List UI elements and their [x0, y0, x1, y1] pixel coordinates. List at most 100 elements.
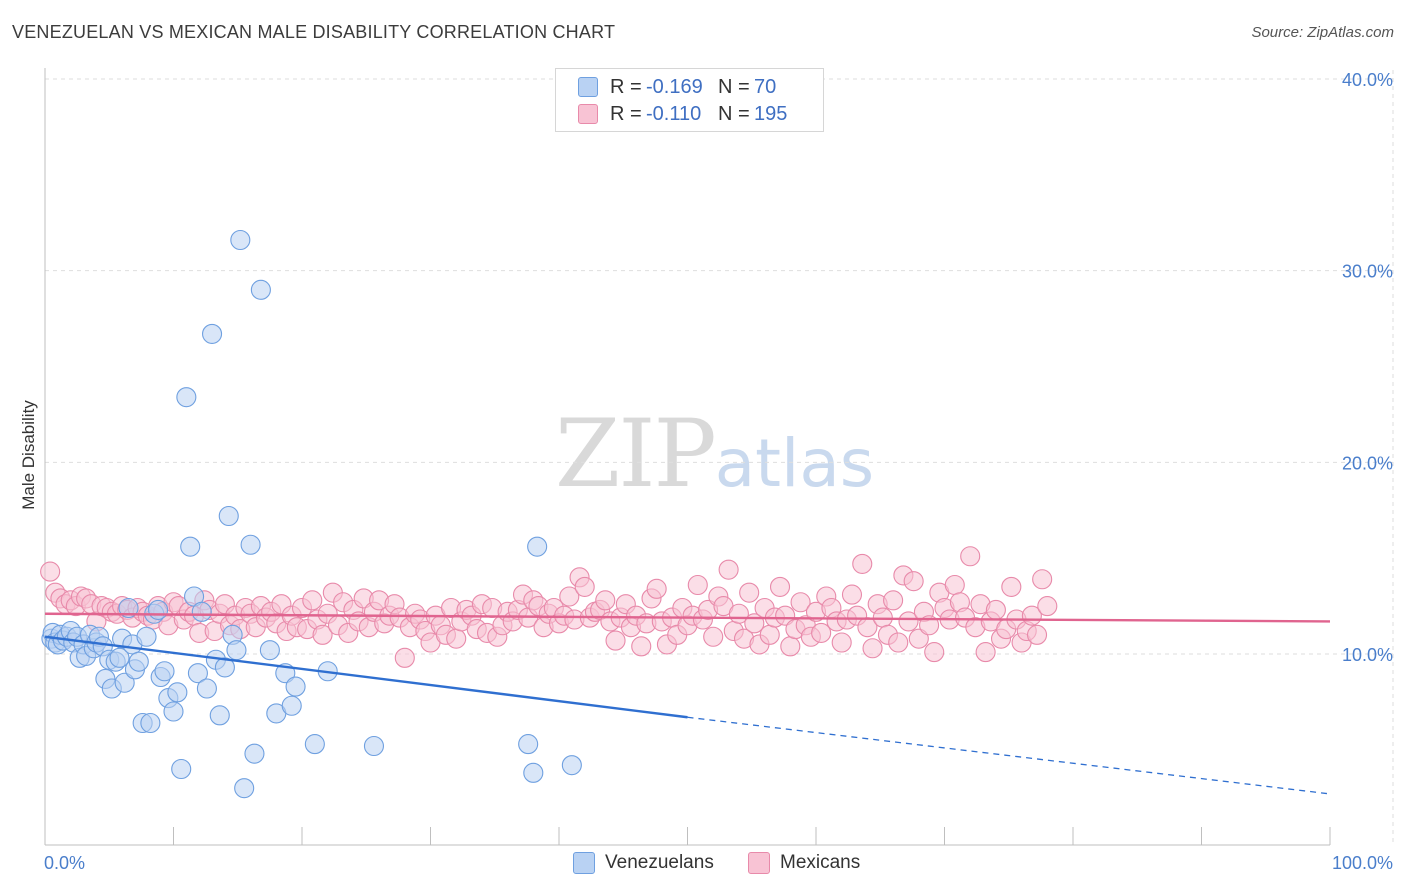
point-venezuelans — [167, 682, 188, 703]
legend-n-label: N = — [718, 102, 750, 125]
grid-lines — [45, 70, 1395, 845]
bottom-legend-label-venezuelans: Venezuelans — [605, 852, 714, 873]
point-venezuelans — [226, 640, 247, 661]
point-mexicans — [898, 611, 919, 632]
point-mexicans — [975, 642, 996, 663]
point-mexicans — [903, 571, 924, 592]
point-venezuelans — [523, 762, 544, 783]
point-mexicans — [574, 576, 595, 597]
point-mexicans — [780, 636, 801, 657]
legend-row-mexicans: R = -0.110 N = 195 — [578, 102, 787, 126]
point-venezuelans — [196, 678, 217, 699]
watermark: ZIPatlas — [555, 400, 874, 509]
series-venezuelans — [41, 229, 582, 799]
y-tick-label: 10.0% — [1342, 645, 1393, 665]
point-venezuelans — [209, 705, 230, 726]
point-venezuelans — [148, 599, 169, 620]
point-mexicans — [960, 546, 981, 567]
point-mexicans — [718, 559, 739, 580]
point-venezuelans — [136, 626, 157, 647]
point-mexicans — [924, 642, 945, 663]
y-tick-label: 40.0% — [1342, 70, 1393, 90]
point-venezuelans — [240, 534, 261, 555]
trend-line-venezuelans — [44, 635, 688, 719]
point-venezuelans — [363, 735, 385, 757]
point-mexicans — [703, 626, 724, 647]
point-venezuelans — [214, 657, 235, 678]
point-venezuelans — [234, 778, 255, 799]
point-mexicans — [883, 590, 904, 611]
point-mexicans — [908, 628, 929, 649]
x-tick-label: 0.0% — [44, 853, 85, 873]
point-mexicans — [312, 624, 333, 645]
legend-swatch-mexicans — [578, 104, 598, 124]
legend-n-value: 195 — [754, 102, 788, 125]
point-venezuelans — [202, 323, 223, 344]
legend-row-venezuelans: R = -0.169 N = 70 — [578, 75, 776, 99]
legend-r-label: R = — [610, 75, 642, 98]
point-venezuelans — [304, 734, 325, 755]
legend-n-label: N = — [718, 75, 750, 98]
point-mexicans — [775, 605, 796, 626]
point-venezuelans — [180, 536, 201, 557]
point-venezuelans — [118, 597, 139, 619]
point-venezuelans — [518, 734, 539, 755]
point-venezuelans — [230, 229, 251, 251]
point-mexicans — [646, 578, 667, 599]
point-mexicans — [985, 599, 1006, 620]
legend-r-value: -0.169 — [646, 75, 703, 98]
point-mexicans — [919, 615, 940, 636]
point-venezuelans — [154, 661, 175, 682]
point-mexicans — [559, 586, 580, 607]
point-venezuelans — [244, 743, 265, 764]
bottom-legend-venezuelans: Venezuelans — [573, 852, 714, 874]
point-venezuelans — [176, 387, 197, 408]
point-mexicans — [687, 574, 708, 596]
bottom-legend-swatch-mexicans — [748, 852, 770, 874]
watermark-zip: ZIP — [555, 400, 717, 509]
point-venezuelans — [561, 755, 582, 776]
point-mexicans — [790, 592, 811, 613]
point-mexicans — [841, 584, 863, 605]
watermark-atlas: atlas — [714, 425, 875, 502]
point-mexicans — [831, 632, 852, 653]
chart-title: VENEZUELAN VS MEXICAN MALE DISABILITY CO… — [12, 22, 616, 42]
point-venezuelans — [250, 279, 271, 300]
point-mexicans — [888, 632, 909, 653]
point-venezuelans — [285, 676, 306, 697]
legend-swatch-venezuelans — [578, 77, 598, 97]
point-venezuelans — [171, 758, 192, 780]
point-venezuelans — [140, 712, 161, 734]
bottom-legend-label-mexicans: Mexicans — [780, 852, 861, 873]
point-venezuelans — [191, 601, 212, 622]
point-mexicans — [862, 638, 883, 659]
point-mexicans — [739, 582, 760, 603]
point-venezuelans — [281, 695, 302, 716]
point-venezuelans — [259, 640, 280, 661]
axes — [44, 68, 1331, 846]
y-tick-label: 30.0% — [1342, 262, 1393, 282]
point-venezuelans — [114, 672, 135, 693]
source-label: Source: ZipAtlas.com — [1251, 24, 1394, 41]
point-venezuelans — [527, 536, 548, 557]
point-venezuelans — [218, 505, 239, 527]
point-mexicans — [446, 628, 467, 649]
point-venezuelans — [163, 701, 184, 722]
point-mexicans — [852, 553, 873, 574]
x-tick-label: 100.0% — [1332, 853, 1393, 873]
point-venezuelans — [128, 651, 149, 672]
point-mexicans — [394, 647, 415, 668]
y-axis-label: Male Disability — [19, 400, 38, 510]
point-venezuelans — [187, 663, 208, 684]
point-mexicans — [759, 624, 780, 645]
point-mexicans — [40, 561, 61, 582]
bottom-legend-mexicans: Mexicans — [748, 852, 860, 874]
point-mexicans — [605, 630, 626, 651]
bottom-legend-swatch-venezuelans — [573, 852, 595, 874]
point-mexicans — [1037, 596, 1058, 617]
point-mexicans — [944, 574, 965, 596]
legend-n-value: 70 — [754, 75, 777, 98]
legend-r-value: -0.110 — [646, 102, 702, 125]
point-mexicans — [631, 636, 652, 657]
point-mexicans — [769, 576, 791, 597]
